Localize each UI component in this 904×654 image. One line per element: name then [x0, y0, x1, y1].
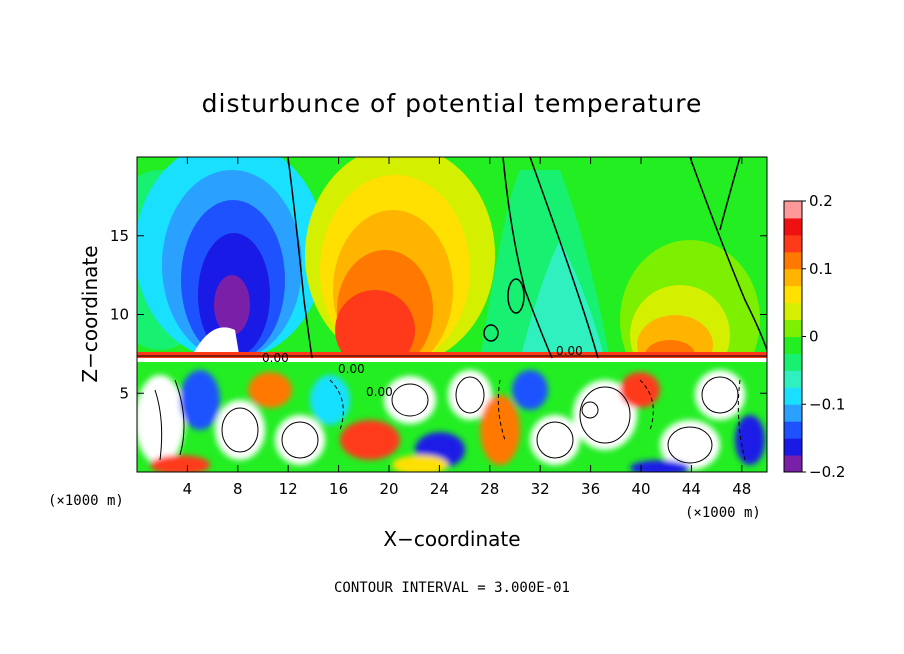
x-axis: 4 8 12 16 20 24 28 32 36 40 44 48 — [183, 157, 751, 498]
colorbar-tick-label: 0.1 — [809, 260, 833, 278]
x-tick-label: 16 — [329, 480, 348, 498]
x-tick-label: 8 — [233, 480, 243, 498]
x-tick-label: 48 — [732, 480, 751, 498]
y-tick-label: 10 — [110, 306, 129, 324]
colorbar-swatch — [784, 285, 802, 304]
x-tick-label: 4 — [183, 480, 193, 498]
colorbar: 0.2 0.1 0 −0.1 −0.2 — [783, 192, 845, 481]
x-unit-label-left: (×1000 m) — [48, 493, 124, 509]
colorbar-swatch — [784, 319, 802, 337]
colorbar-swatch — [784, 336, 802, 354]
contour-label: 0.00 — [366, 385, 393, 399]
colorbar-swatch — [784, 438, 802, 456]
plot-area: 0.00 0.00 0.00 0.00 4 8 12 16 20 24 28 32 36 40 44… — [110, 156, 768, 498]
colorbar-swatch — [784, 302, 802, 321]
colorbar-tick-label: −0.2 — [809, 463, 845, 481]
y-axis: 5 10 15 — [110, 227, 767, 402]
colorbar-tick-label: −0.1 — [809, 395, 845, 413]
x-tick-label: 28 — [480, 480, 499, 498]
colorbar-swatch — [784, 370, 802, 388]
y-tick-label: 5 — [119, 384, 129, 402]
contour-labels: 0.00 0.00 0.00 0.00 — [262, 344, 583, 399]
colorbar-swatch — [784, 268, 802, 287]
turbulent-layer — [137, 362, 767, 472]
heatmap-field — [137, 157, 767, 400]
x-tick-label: 32 — [531, 480, 550, 498]
x-tick-label: 24 — [430, 480, 449, 498]
contour-label: 0.00 — [556, 344, 583, 358]
colorbar-swatch — [784, 353, 802, 371]
x-tick-label: 44 — [682, 480, 701, 498]
contour-label: 0.00 — [262, 351, 289, 365]
x-tick-label: 40 — [631, 480, 650, 498]
colorbar-swatch — [784, 251, 802, 270]
colorbar-swatch — [784, 421, 802, 439]
y-axis-label: Z−coordinate — [78, 245, 102, 382]
colorbar-swatch — [784, 404, 802, 422]
colorbar-tick-label: 0 — [809, 328, 819, 346]
colorbar-swatch — [784, 455, 802, 473]
x-axis-label: X−coordinate — [383, 527, 520, 551]
x-tick-label: 12 — [279, 480, 298, 498]
y-tick-label: 15 — [110, 227, 129, 245]
contour-label: 0.00 — [338, 362, 365, 376]
colorbar-tick-label: 0.2 — [809, 192, 833, 210]
contour-interval-note: CONTOUR INTERVAL = 3.000E-01 — [334, 580, 570, 596]
colorbar-swatch — [784, 234, 802, 253]
x-tick-label: 20 — [379, 480, 398, 498]
chart-title: disturbunce of potential temperature — [202, 89, 703, 118]
x-tick-label: 36 — [581, 480, 600, 498]
colorbar-swatch — [784, 217, 802, 236]
colorbar-swatch — [784, 387, 802, 405]
zero-contours — [137, 157, 767, 359]
colorbar-swatch — [784, 201, 802, 219]
x-unit-label-right: (×1000 m) — [685, 505, 761, 521]
